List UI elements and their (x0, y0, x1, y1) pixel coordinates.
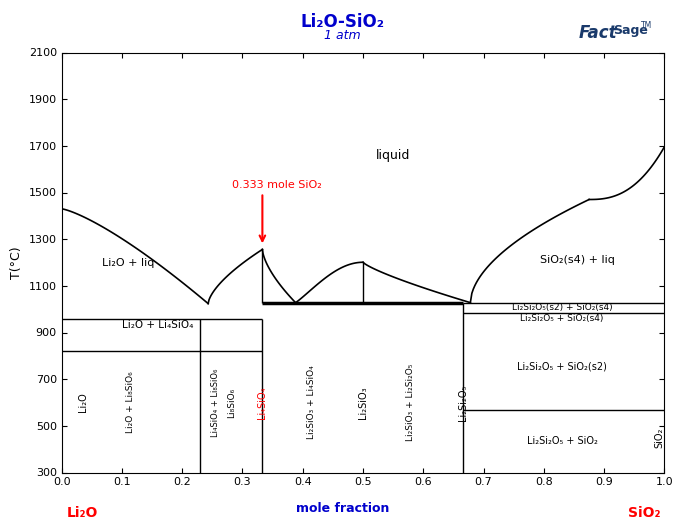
Text: Li₂Si₂O₅: Li₂Si₂O₅ (458, 384, 468, 421)
Text: Li₈SiO₆: Li₈SiO₆ (227, 387, 236, 417)
Text: mole fraction: mole fraction (296, 501, 389, 514)
Text: Li₂O + Li₈SiO₆: Li₂O + Li₈SiO₆ (127, 372, 136, 433)
Y-axis label: T(°C): T(°C) (10, 246, 23, 279)
Text: SiO₂: SiO₂ (655, 427, 664, 448)
Text: Li₂Si₂O₅ + SiO₂(s4): Li₂Si₂O₅ + SiO₂(s4) (521, 314, 603, 323)
Text: Sage: Sage (613, 24, 648, 37)
Text: 1 atm: 1 atm (324, 29, 361, 42)
Text: Fact: Fact (579, 24, 617, 41)
Text: Li₂SiO₃: Li₂SiO₃ (358, 386, 368, 419)
Text: 0.333 mole SiO₂: 0.333 mole SiO₂ (232, 181, 321, 191)
Text: Li₂O-SiO₂: Li₂O-SiO₂ (301, 13, 384, 31)
Text: Li₂Si₂O₅(s2) + SiO₂(s4): Li₂Si₂O₅(s2) + SiO₂(s4) (512, 303, 612, 312)
Text: Li₂Si₂O₅ + SiO₂: Li₂Si₂O₅ + SiO₂ (527, 436, 597, 446)
Text: Li₂O: Li₂O (66, 506, 98, 520)
Text: SiO₂: SiO₂ (627, 506, 660, 520)
Text: SiO₂(s4) + liq: SiO₂(s4) + liq (540, 255, 614, 265)
Text: Li₂SiO₃ + Li₄SiO₄: Li₂SiO₃ + Li₄SiO₄ (308, 365, 316, 439)
Text: Li₄SiO₄: Li₄SiO₄ (258, 386, 267, 419)
Text: liquid: liquid (376, 149, 410, 162)
Text: Li₂O: Li₂O (78, 393, 88, 412)
Text: TM: TM (640, 21, 651, 30)
Text: Li₂O + Li₄SiO₄: Li₂O + Li₄SiO₄ (122, 320, 193, 331)
Text: Li₂Si₂O₅ + SiO₂(s2): Li₂Si₂O₅ + SiO₂(s2) (517, 361, 607, 371)
Text: Li₂SiO₃ + Li₂Si₂O₅: Li₂SiO₃ + Li₂Si₂O₅ (406, 364, 414, 441)
Text: Li₄SiO₄ + Li₈SiO₆: Li₄SiO₄ + Li₈SiO₆ (211, 369, 220, 437)
Text: Li₂O + liq: Li₂O + liq (102, 257, 154, 268)
